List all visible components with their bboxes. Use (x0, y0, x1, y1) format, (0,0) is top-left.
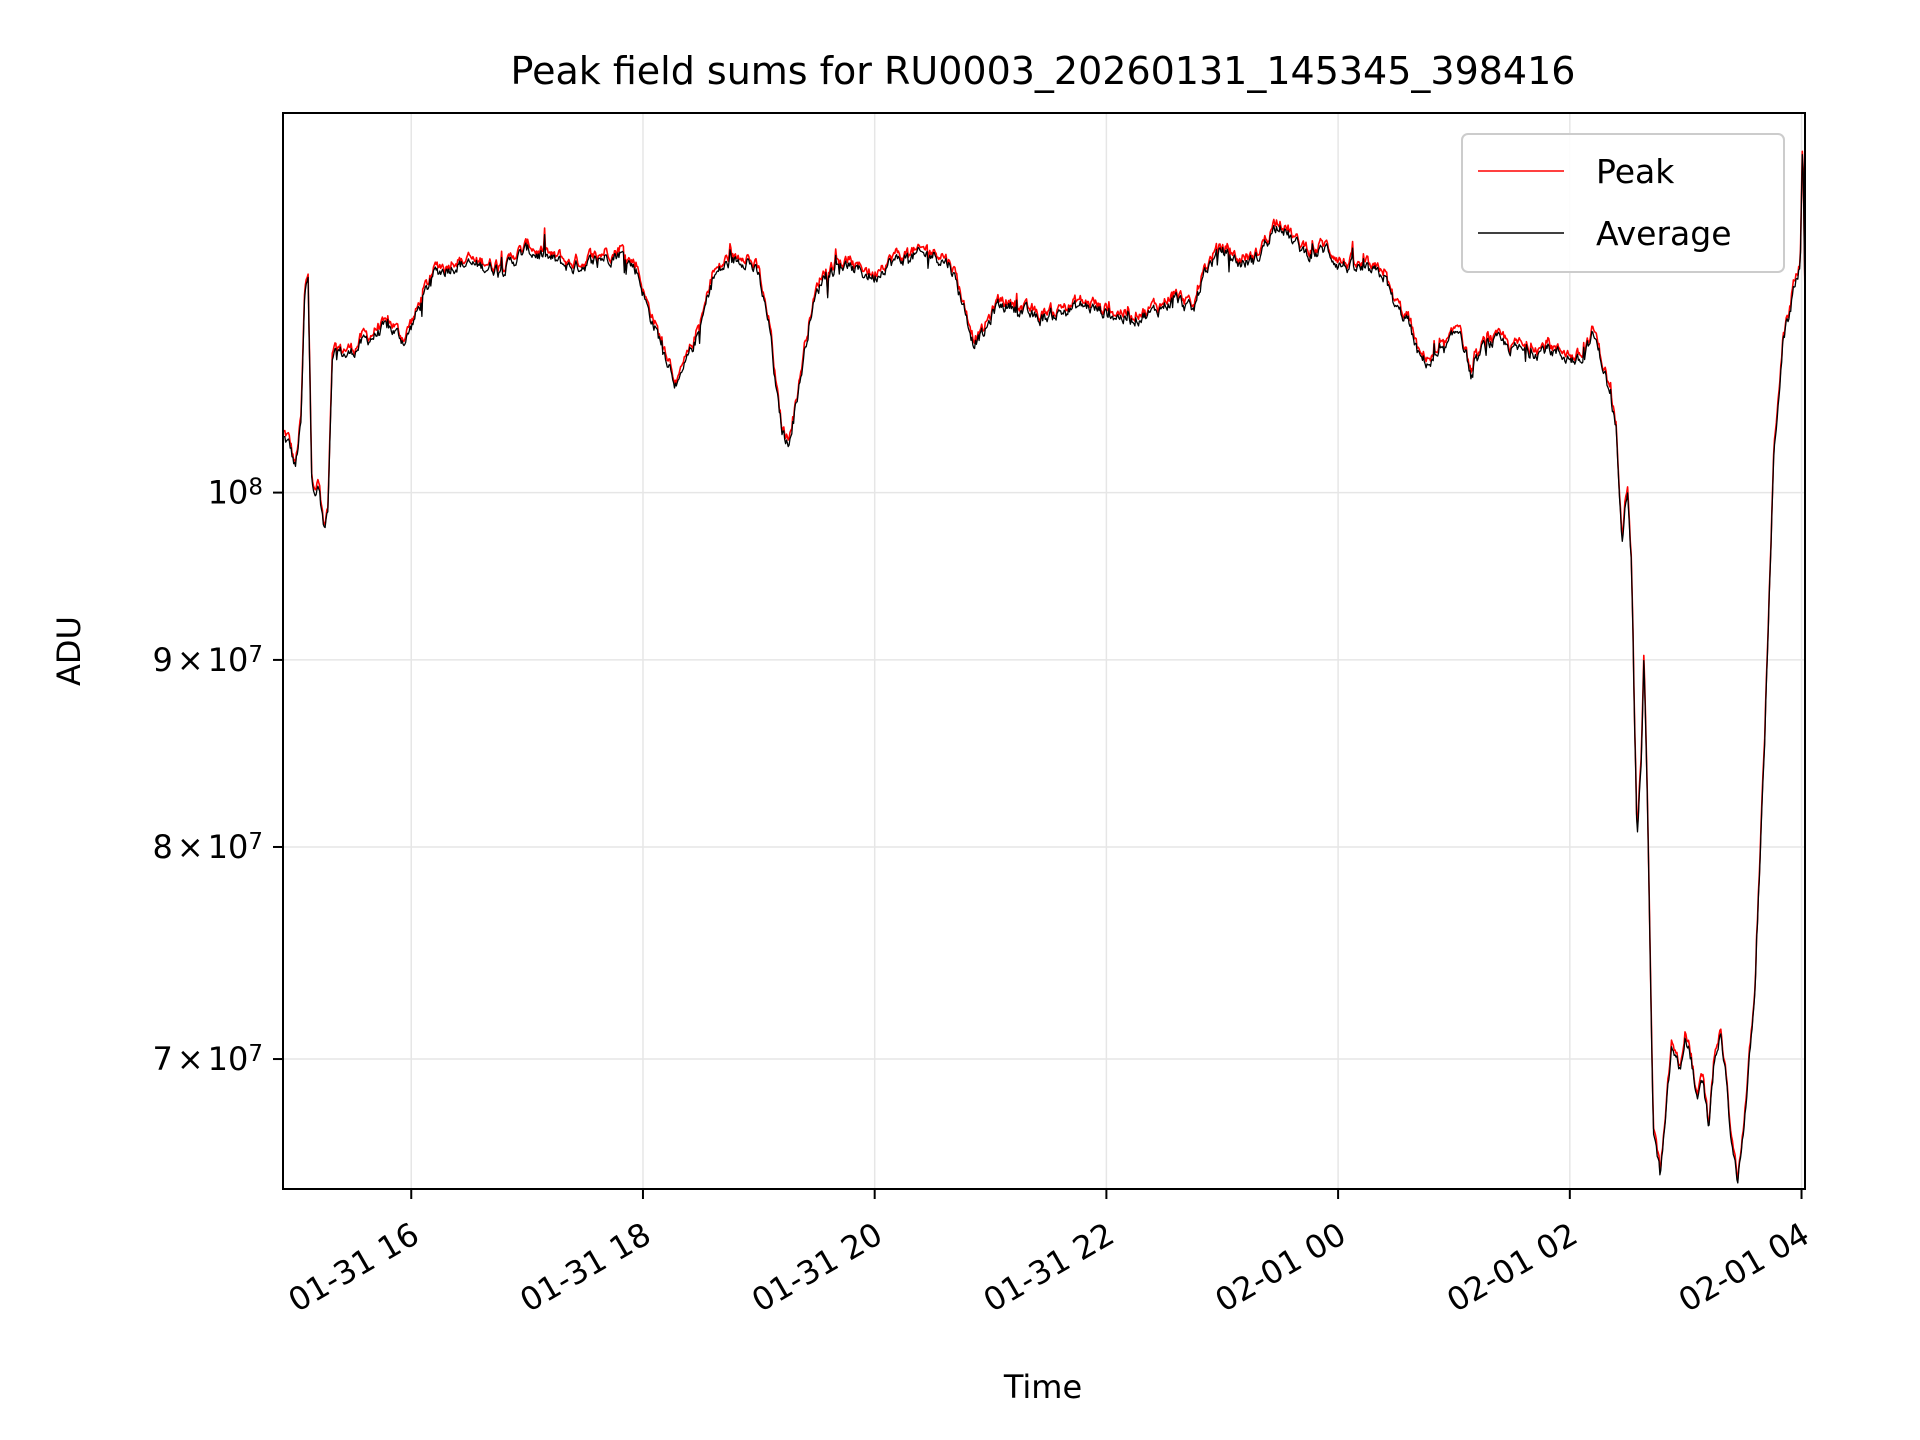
y-tick-label-base: 10 (208, 1040, 249, 1078)
y-tick-label-base: 10 (208, 828, 249, 866)
y-tick-label-exp: 7 (248, 642, 263, 668)
chart-title: Peak field sums for RU0003_20260131_1453… (511, 49, 1576, 93)
y-tick-label-base: 10 (208, 474, 249, 512)
y-axis-label: ADU (50, 616, 88, 686)
series-average-line (283, 154, 1805, 1184)
legend-label-peak: Peak (1596, 152, 1675, 191)
y-tick-label-times: × (177, 1040, 204, 1078)
y-tick-label-mant: 9 (152, 641, 172, 679)
legend: Peak Average (1461, 133, 1785, 273)
y-tick-label: 8 × 107 (152, 828, 263, 866)
legend-box (1461, 133, 1785, 273)
y-tick-label-times: × (177, 828, 204, 866)
legend-label-average: Average (1596, 214, 1732, 253)
series-layer (283, 150, 1805, 1184)
y-tick-label-times: × (177, 641, 204, 679)
y-tick-label-exp: 7 (248, 829, 263, 855)
y-tick-label-exp: 8 (248, 474, 263, 500)
y-tick-label-mant: 7 (152, 1040, 172, 1078)
x-axis-label: Time (1003, 1368, 1082, 1406)
y-tick-label-exp: 7 (248, 1041, 263, 1067)
plot-frame (282, 112, 1806, 1190)
grid (283, 113, 1805, 1189)
y-tick-label: 7 × 107 (152, 1040, 263, 1078)
y-tick-label-mant: 8 (152, 828, 172, 866)
y-tick-label-base: 10 (208, 641, 249, 679)
series-peak-line (283, 150, 1805, 1181)
y-tick-label: 9 × 107 (152, 641, 263, 679)
y-tick-label: 108 (208, 474, 263, 512)
